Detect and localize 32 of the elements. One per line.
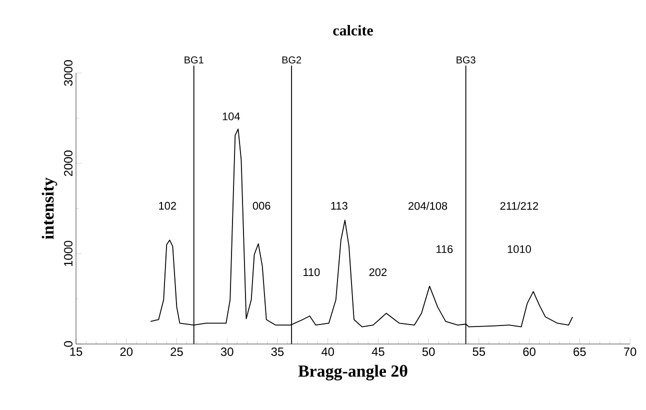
ref-line-label: BG1 <box>184 56 204 64</box>
annotation: 104 <box>222 112 240 120</box>
annotation: 202 <box>369 268 387 276</box>
x-tick-label: 35 <box>271 348 284 356</box>
y-tick-label: 2000 <box>64 150 72 176</box>
x-tick-label: 65 <box>574 348 586 356</box>
x-tick-label: 60 <box>523 348 536 356</box>
x-tick-label: 15 <box>70 348 82 356</box>
y-tick-label: 3000 <box>64 60 72 86</box>
x-tick-label: 70 <box>624 348 636 356</box>
annotation: 204/108 <box>408 202 448 210</box>
annotation: 006 <box>252 202 270 210</box>
ref-line-label: BG2 <box>282 56 302 64</box>
x-axis-title: Bragg-angle 2θ <box>298 364 408 380</box>
x-tick-label: 45 <box>372 348 384 356</box>
x-tick-label: 30 <box>220 348 234 356</box>
x-tick-label: 40 <box>321 348 334 356</box>
chart-title: calcite <box>333 25 373 36</box>
annotation: 211/212 <box>500 202 538 210</box>
y-tick-label: 0 <box>64 341 72 347</box>
x-tick-label: 50 <box>422 348 435 356</box>
x-tick-label: 20 <box>120 348 133 356</box>
annotation: 116 <box>436 245 453 254</box>
annotation: 110 <box>304 268 320 276</box>
y-tick-label: 1000 <box>64 240 72 266</box>
ref-line-label: BG3 <box>456 56 476 64</box>
annotation: 102 <box>159 202 176 210</box>
annotation: 113 <box>331 202 348 210</box>
x-tick-label: 55 <box>472 348 486 356</box>
y-axis-title: intensity <box>42 178 58 240</box>
x-tick-label: 25 <box>170 348 183 356</box>
annotation: 1010 <box>508 245 531 254</box>
